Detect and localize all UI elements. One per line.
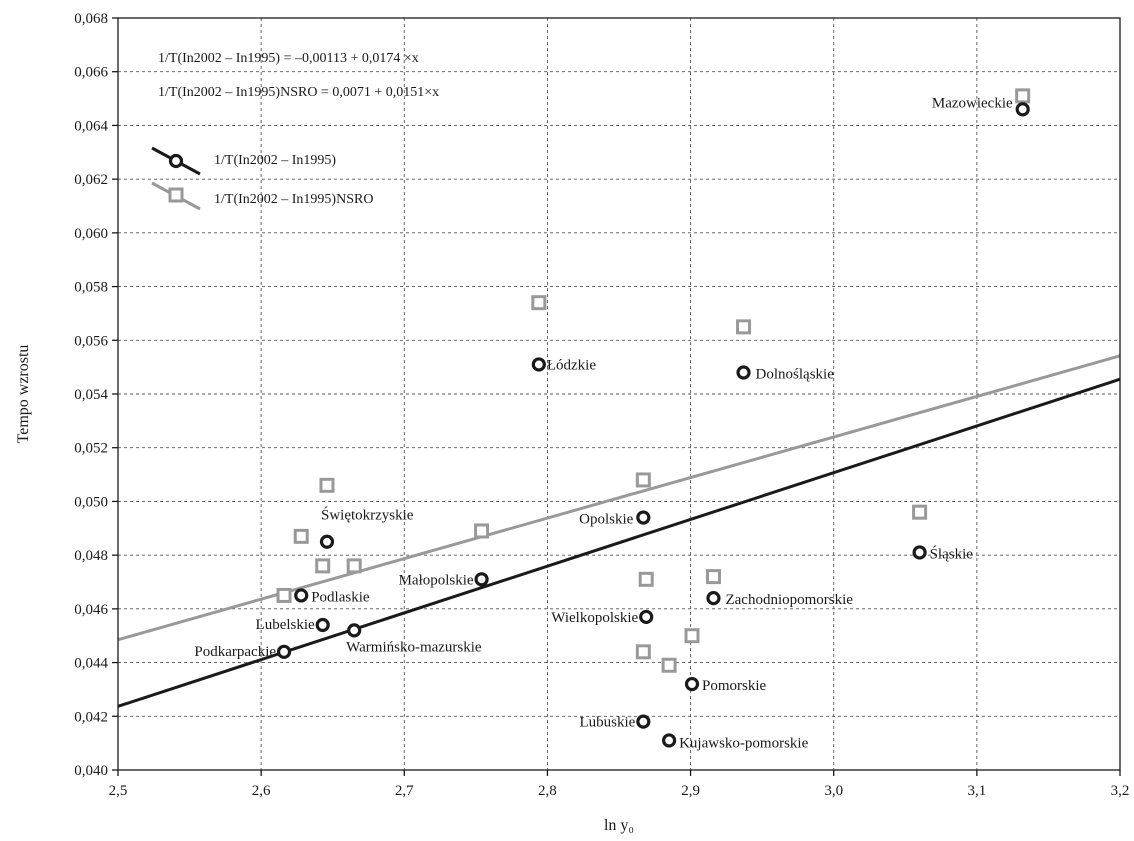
circle-marker-pomorskie — [684, 676, 700, 692]
point-label-opolskie: Opolskie — [579, 512, 634, 528]
point-label-dolnoslaskie: Dolnośląskie — [756, 367, 835, 383]
square-marker — [346, 558, 362, 574]
circle-marker-warminsko-mazurskie — [347, 623, 362, 638]
circle-marker-opolskie — [636, 510, 651, 525]
point-label-wielkopolskie: Wielkopolskie — [551, 610, 638, 626]
legend: 1/T(In2002 – In1995) 1/T(In2002 – In1995… — [151, 146, 373, 211]
square-marker — [276, 587, 292, 603]
y-tick-label: 0,056 — [74, 333, 108, 349]
x-tick-label: 2,9 — [681, 783, 700, 799]
equation-annotations: 1/T(In2002 – In1995) = –0,00113 + 0,0174… — [158, 51, 439, 100]
y-tick-label: 0,044 — [74, 656, 108, 672]
y-tick-label: 0,042 — [74, 709, 108, 725]
point-labels: Mazowieckie Łódzkie Dolnośląskie Opolskie Św… — [194, 95, 1013, 751]
square-marker — [705, 569, 721, 585]
circle-marker-lodzkie — [531, 357, 546, 372]
legend-symbol-gray — [151, 181, 201, 211]
square-marker — [736, 319, 752, 335]
point-label-lodzkie: Łódzkie — [547, 357, 596, 373]
circle-marker-podkarpackie — [276, 644, 292, 659]
square-marker — [635, 644, 651, 660]
circle-marker-lubelskie — [315, 617, 330, 633]
y-tick-label: 0,052 — [74, 441, 108, 457]
square-marker — [293, 528, 309, 544]
y-axis-title: Tempo wzrostu — [15, 345, 32, 444]
point-label-slaskie: Śląskie — [930, 545, 974, 562]
square-marker — [531, 295, 547, 311]
equation-gray-fit: 1/T(In2002 – In1995)NSRO = 0,0071 + 0,01… — [158, 85, 439, 100]
square-marker — [912, 504, 928, 520]
y-tick-label: 0,062 — [74, 172, 108, 188]
y-tick-label: 0,068 — [74, 11, 108, 27]
square-marker — [1015, 88, 1031, 104]
square-marker — [661, 657, 677, 673]
y-tick-label: 0,066 — [74, 65, 108, 81]
point-label-lubuskie: Lubuskie — [580, 715, 636, 731]
square-marker — [315, 558, 331, 574]
x-tick-label: 2,7 — [395, 783, 414, 799]
legend-entry-gray: 1/T(In2002 – In1995)NSRO — [214, 192, 373, 207]
legend-entry-black: 1/T(In2002 – In1995) — [214, 153, 336, 168]
data-markers — [276, 88, 1031, 748]
x-tick-label: 2,8 — [538, 783, 557, 799]
circle-marker-dolnoslaskie — [736, 365, 751, 380]
circle-marker-swietokrzyskie — [319, 534, 335, 549]
grid — [118, 18, 1120, 770]
legend-square-marker — [168, 187, 184, 203]
regression-line-gray — [117, 354, 1121, 642]
y-tick-label: 0,040 — [74, 763, 108, 779]
x-tick-label: 3,2 — [1111, 783, 1130, 799]
x-tick-label: 3,1 — [967, 783, 986, 799]
circle-marker-zachodniopomorskie — [706, 591, 721, 606]
circle-marker-podlaskie — [294, 588, 309, 603]
square-marker — [638, 571, 654, 587]
point-label-warminsko-mazurskie: Warmińsko-mazurskie — [346, 639, 482, 655]
axes: 2,5 2,6 2,7 2,8 2,9 3,0 3,1 3,2 0,040 0,042 0,044 0… — [74, 11, 1129, 799]
y-tick-label: 0,046 — [74, 602, 108, 618]
x-tick-label: 2,5 — [109, 783, 128, 799]
x-tick-label: 2,6 — [252, 783, 271, 799]
circle-marker-wielkopolskie — [639, 609, 654, 625]
circle-marker-mazowieckie — [1015, 102, 1030, 117]
point-label-podkarpackie: Podkarpackie — [194, 644, 276, 660]
y-tick-label: 0,054 — [74, 387, 108, 403]
circle-marker-lubuskie — [636, 714, 651, 729]
y-tick-label: 0,060 — [74, 226, 108, 242]
y-tick-label: 0,058 — [74, 280, 108, 296]
x-tick-label: 3,0 — [824, 783, 843, 799]
point-label-zachodniopomorskie: Zachodniopomorskie — [725, 592, 853, 608]
equation-black-fit: 1/T(In2002 – In1995) = –0,00113 + 0,0174… — [158, 51, 419, 66]
x-axis-title: ln y₀ — [604, 817, 634, 834]
point-label-malopolskie: Małopolskie — [399, 572, 474, 588]
circle-marker-kujawsko-pomorskie — [661, 733, 677, 748]
point-label-mazowieckie: Mazowieckie — [932, 95, 1013, 111]
point-label-lubelskie: Lubelskie — [256, 617, 315, 633]
point-label-kujawsko-pomorskie: Kujawsko-pomorskie — [679, 735, 808, 751]
point-label-podlaskie: Podlaskie — [311, 589, 370, 605]
y-tick-label: 0,050 — [74, 494, 108, 510]
legend-circle-marker — [168, 153, 184, 169]
legend-symbol-black — [151, 146, 201, 176]
point-label-pomorskie: Pomorskie — [702, 678, 767, 694]
square-marker — [319, 477, 335, 493]
square-marker — [635, 472, 651, 488]
y-tick-label: 0,048 — [74, 548, 108, 564]
point-label-swietokrzyskie: Świętokrzyskie — [321, 507, 414, 524]
circle-marker-slaskie — [912, 545, 927, 560]
y-tick-label: 0,064 — [74, 118, 108, 134]
circle-marker-malopolskie — [474, 572, 489, 587]
square-marker — [474, 523, 490, 539]
square-marker — [684, 628, 700, 644]
